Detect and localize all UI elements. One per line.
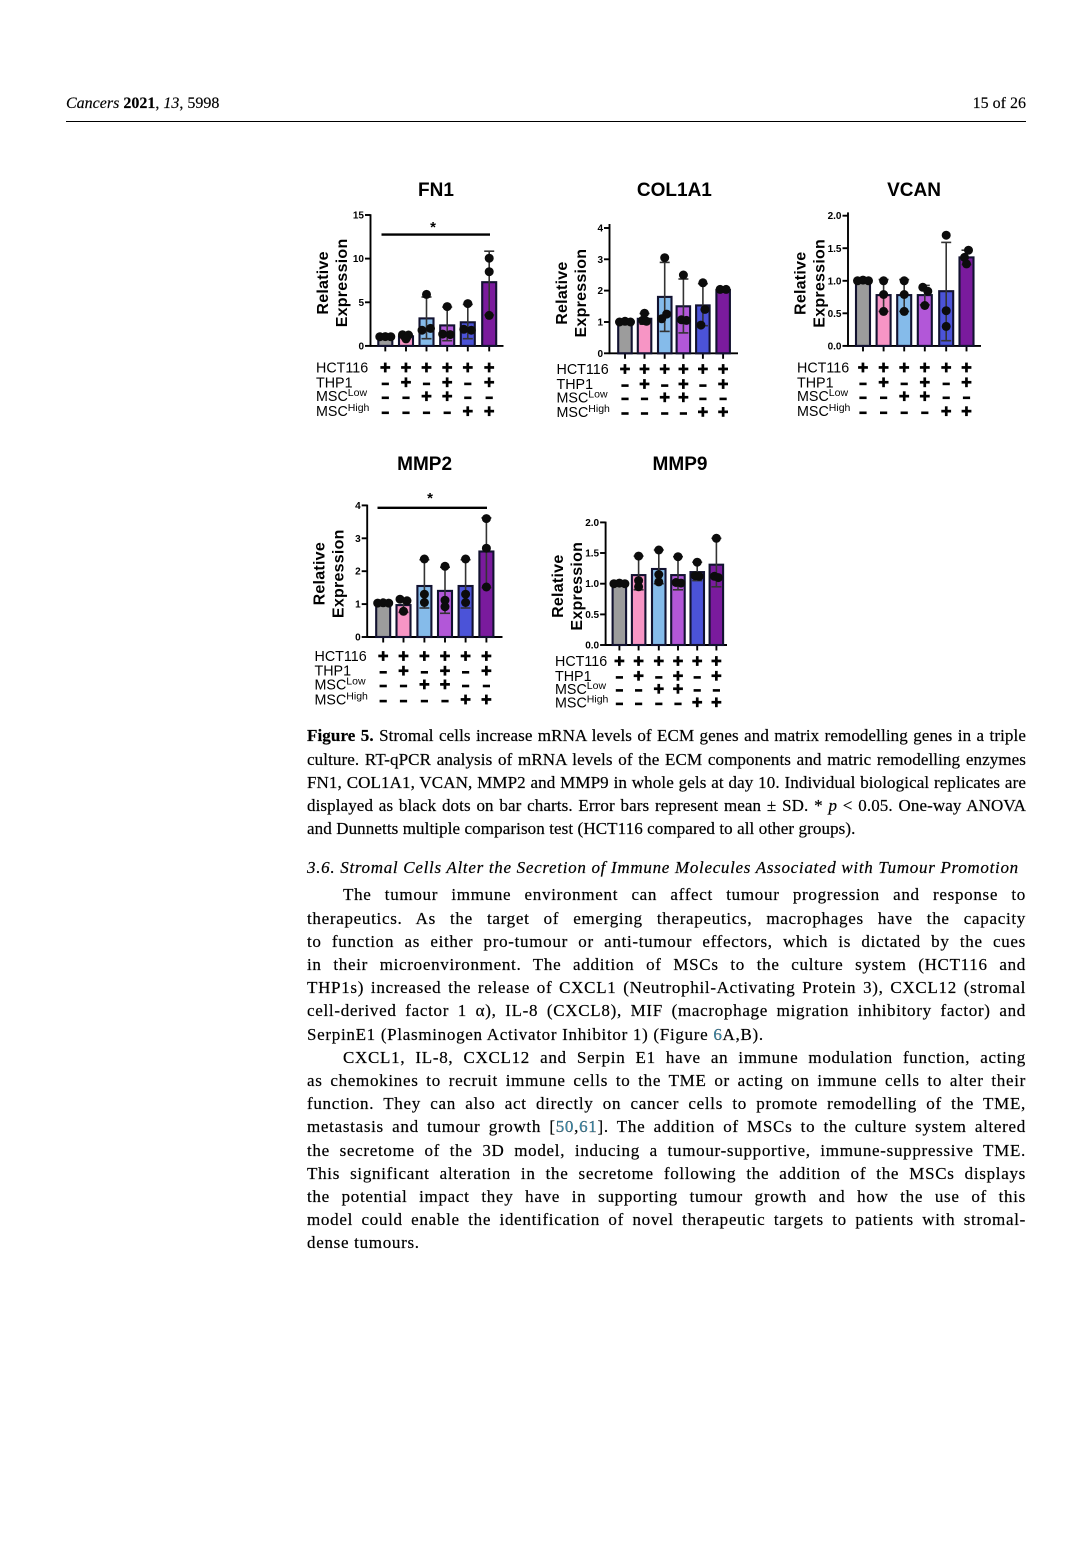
svg-text:THP1: THP1: [797, 375, 834, 391]
svg-text:Relative: Relative: [315, 251, 332, 314]
svg-text:0: 0: [358, 341, 364, 352]
svg-text:3: 3: [355, 534, 361, 545]
svg-text:1: 1: [355, 600, 361, 611]
svg-text:0: 0: [597, 349, 603, 360]
svg-text:1.5: 1.5: [585, 549, 599, 560]
svg-text:1.5: 1.5: [828, 244, 842, 255]
svg-text:HCT116: HCT116: [315, 649, 367, 665]
svg-text:0.5: 0.5: [585, 610, 599, 621]
svg-text:2.0: 2.0: [828, 211, 842, 222]
svg-text:1.0: 1.0: [828, 276, 842, 287]
svg-text:MMP9: MMP9: [653, 454, 708, 475]
svg-text:MMP2: MMP2: [397, 454, 452, 475]
svg-text:Expression: Expression: [569, 542, 586, 631]
svg-text:VCAN: VCAN: [887, 180, 941, 201]
svg-text:Expression: Expression: [331, 529, 348, 618]
svg-text:Relative: Relative: [312, 542, 329, 605]
svg-text:Expression: Expression: [812, 239, 829, 328]
svg-text:1.0: 1.0: [585, 579, 599, 590]
svg-text:0.5: 0.5: [828, 309, 842, 320]
svg-text:2.0: 2.0: [585, 518, 599, 529]
svg-text:4: 4: [355, 501, 361, 512]
svg-text:Relative: Relative: [554, 261, 571, 324]
svg-text:15: 15: [353, 211, 365, 222]
svg-text:HCT116: HCT116: [316, 361, 368, 377]
svg-text:0.0: 0.0: [828, 341, 842, 352]
svg-text:THP1: THP1: [557, 377, 594, 393]
svg-text:1: 1: [597, 318, 603, 329]
svg-text:3: 3: [597, 255, 603, 266]
svg-text:Relative: Relative: [793, 252, 810, 315]
svg-text:MSCHigh: MSCHigh: [557, 403, 611, 421]
svg-text:5: 5: [358, 298, 364, 309]
svg-text:MSCHigh: MSCHigh: [555, 693, 609, 711]
svg-text:0.0: 0.0: [585, 641, 599, 652]
svg-text:THP1: THP1: [316, 375, 353, 391]
svg-text:Expression: Expression: [573, 249, 590, 338]
svg-text:HCT116: HCT116: [797, 361, 849, 377]
svg-text:Relative: Relative: [550, 555, 567, 618]
svg-text:COL1A1: COL1A1: [637, 180, 712, 201]
svg-text:10: 10: [353, 254, 365, 265]
svg-text:2: 2: [355, 567, 361, 578]
svg-text:0: 0: [355, 633, 361, 644]
svg-text:HCT116: HCT116: [557, 362, 609, 378]
svg-text:HCT116: HCT116: [555, 654, 607, 670]
svg-text:MSCHigh: MSCHigh: [797, 402, 851, 420]
svg-text:FN1: FN1: [418, 180, 454, 201]
svg-text:THP1: THP1: [555, 669, 592, 685]
svg-text:MSCHigh: MSCHigh: [316, 402, 370, 420]
svg-text:THP1: THP1: [315, 664, 352, 680]
svg-text:4: 4: [597, 224, 603, 235]
svg-text:2: 2: [597, 286, 603, 297]
svg-text:*: *: [430, 219, 436, 236]
svg-text:MSCHigh: MSCHigh: [315, 691, 369, 709]
svg-text:Expression: Expression: [334, 239, 351, 328]
svg-text:*: *: [427, 490, 433, 507]
